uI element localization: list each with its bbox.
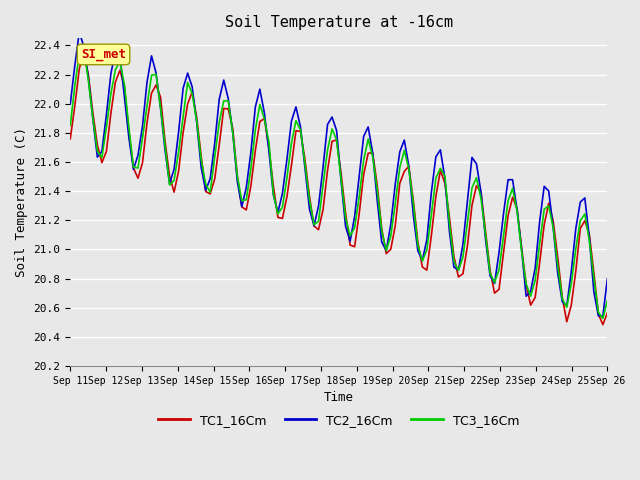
Y-axis label: Soil Temperature (C): Soil Temperature (C) — [15, 127, 28, 277]
Title: Soil Temperature at -16cm: Soil Temperature at -16cm — [225, 15, 453, 30]
Legend: TC1_16Cm, TC2_16Cm, TC3_16Cm: TC1_16Cm, TC2_16Cm, TC3_16Cm — [154, 409, 524, 432]
X-axis label: Time: Time — [324, 391, 354, 404]
Text: SI_met: SI_met — [81, 48, 126, 61]
